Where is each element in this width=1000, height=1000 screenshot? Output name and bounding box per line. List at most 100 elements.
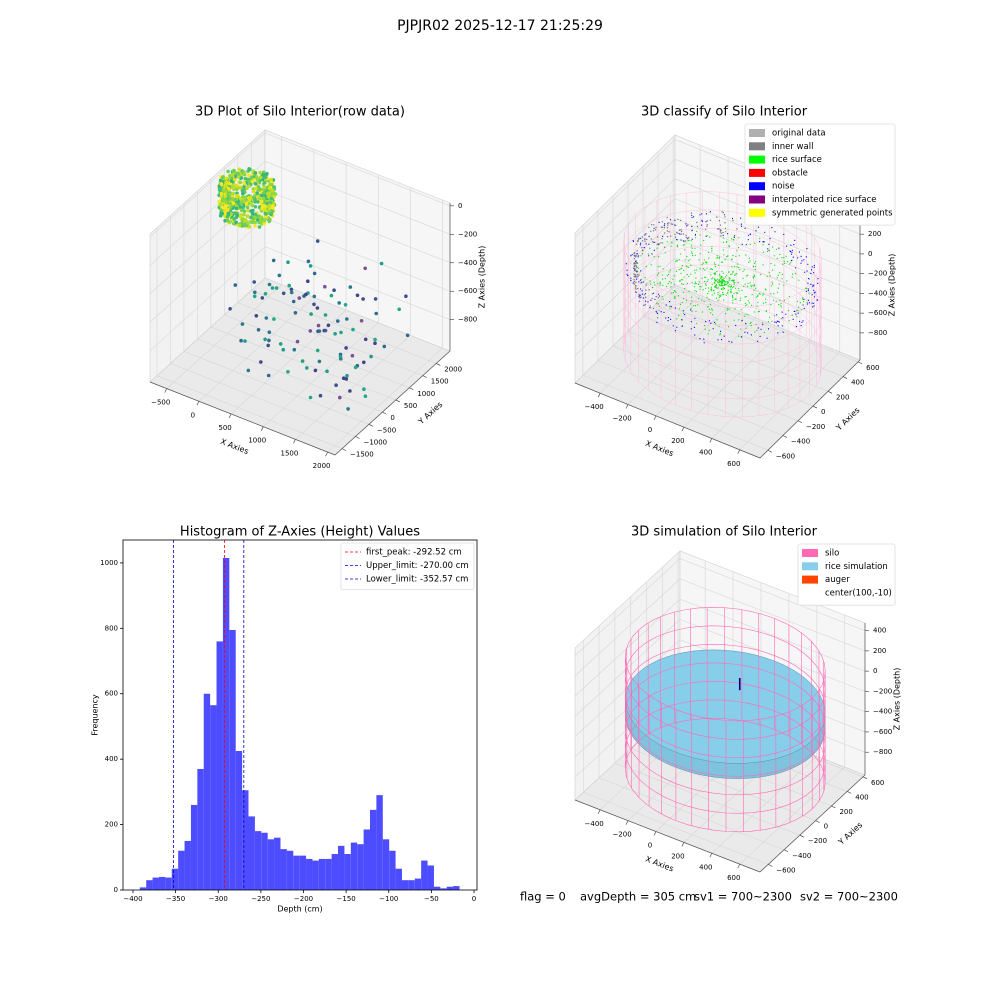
point — [723, 280, 725, 282]
point — [681, 301, 683, 303]
point — [723, 214, 726, 216]
grid-line — [599, 294, 701, 394]
point — [687, 224, 689, 226]
point — [646, 282, 648, 284]
point — [706, 224, 708, 226]
point — [749, 260, 751, 262]
grid-line — [156, 375, 343, 449]
point — [731, 217, 734, 220]
point — [719, 334, 721, 336]
point — [748, 257, 751, 259]
point — [666, 275, 668, 277]
point — [718, 279, 720, 281]
point — [688, 266, 690, 268]
point — [728, 286, 730, 288]
point — [674, 290, 676, 292]
legend-swatch — [749, 195, 765, 204]
point — [253, 223, 257, 228]
point — [736, 250, 738, 252]
point — [240, 322, 245, 326]
point — [813, 305, 815, 307]
point — [720, 285, 722, 287]
point — [733, 292, 735, 294]
point — [653, 249, 655, 251]
point — [692, 305, 695, 307]
point — [648, 255, 650, 257]
point — [234, 187, 239, 192]
x-tick-label: 200 — [671, 852, 684, 860]
histogram-bar — [312, 860, 319, 890]
point — [770, 285, 772, 287]
point — [699, 338, 701, 340]
y-tick-label: 1000 — [417, 390, 435, 398]
point — [373, 341, 377, 346]
point — [745, 327, 747, 329]
point — [679, 219, 682, 222]
point — [635, 291, 638, 294]
point — [759, 335, 761, 337]
point — [323, 284, 327, 289]
point — [645, 265, 647, 268]
point — [801, 260, 803, 262]
point — [701, 220, 703, 222]
point — [735, 324, 737, 327]
point — [630, 277, 632, 279]
axis-line — [574, 799, 761, 873]
point — [773, 315, 776, 317]
point — [731, 273, 733, 275]
point — [785, 313, 787, 315]
point — [243, 217, 248, 222]
point — [691, 229, 693, 232]
point — [630, 279, 632, 281]
grid-line — [739, 351, 840, 451]
grid-line — [237, 302, 423, 376]
point — [241, 187, 246, 192]
point — [700, 286, 702, 288]
grid-line — [149, 132, 266, 238]
point — [267, 282, 272, 287]
point — [645, 233, 647, 235]
point — [685, 236, 687, 238]
legend-swatch — [749, 129, 765, 137]
point — [776, 277, 778, 279]
point — [667, 320, 669, 322]
point — [733, 239, 735, 241]
point — [636, 270, 638, 272]
point — [752, 265, 755, 268]
point — [658, 243, 660, 245]
point — [757, 327, 759, 329]
point — [778, 321, 780, 323]
point — [666, 216, 668, 219]
point — [661, 296, 663, 298]
point — [706, 235, 708, 237]
point — [683, 241, 685, 243]
point — [796, 300, 799, 302]
point — [777, 320, 779, 322]
legend-label: interpolated rice surface — [772, 195, 877, 205]
point — [688, 236, 690, 239]
point — [675, 291, 677, 293]
point — [766, 337, 768, 339]
tick-mark — [827, 391, 833, 394]
panel-title: Histogram of Z-Axies (Height) Values — [180, 525, 420, 540]
point — [720, 277, 722, 279]
point — [337, 301, 342, 305]
point — [636, 273, 638, 276]
point — [291, 299, 296, 304]
z-axis-label: Z Axies (Depth) — [888, 254, 897, 317]
point — [691, 296, 693, 298]
point — [639, 297, 641, 299]
point — [763, 331, 766, 334]
point — [731, 279, 733, 282]
y-axis-label: Y Axies — [416, 400, 444, 427]
point — [775, 248, 778, 250]
point — [305, 366, 309, 370]
point — [257, 225, 262, 229]
point — [690, 240, 692, 242]
point — [722, 292, 724, 294]
point — [219, 182, 224, 186]
tick-mark — [597, 809, 601, 814]
y-tick-label: 800 — [105, 624, 118, 632]
y-tick-label: 400 — [851, 379, 864, 387]
point — [655, 226, 657, 229]
